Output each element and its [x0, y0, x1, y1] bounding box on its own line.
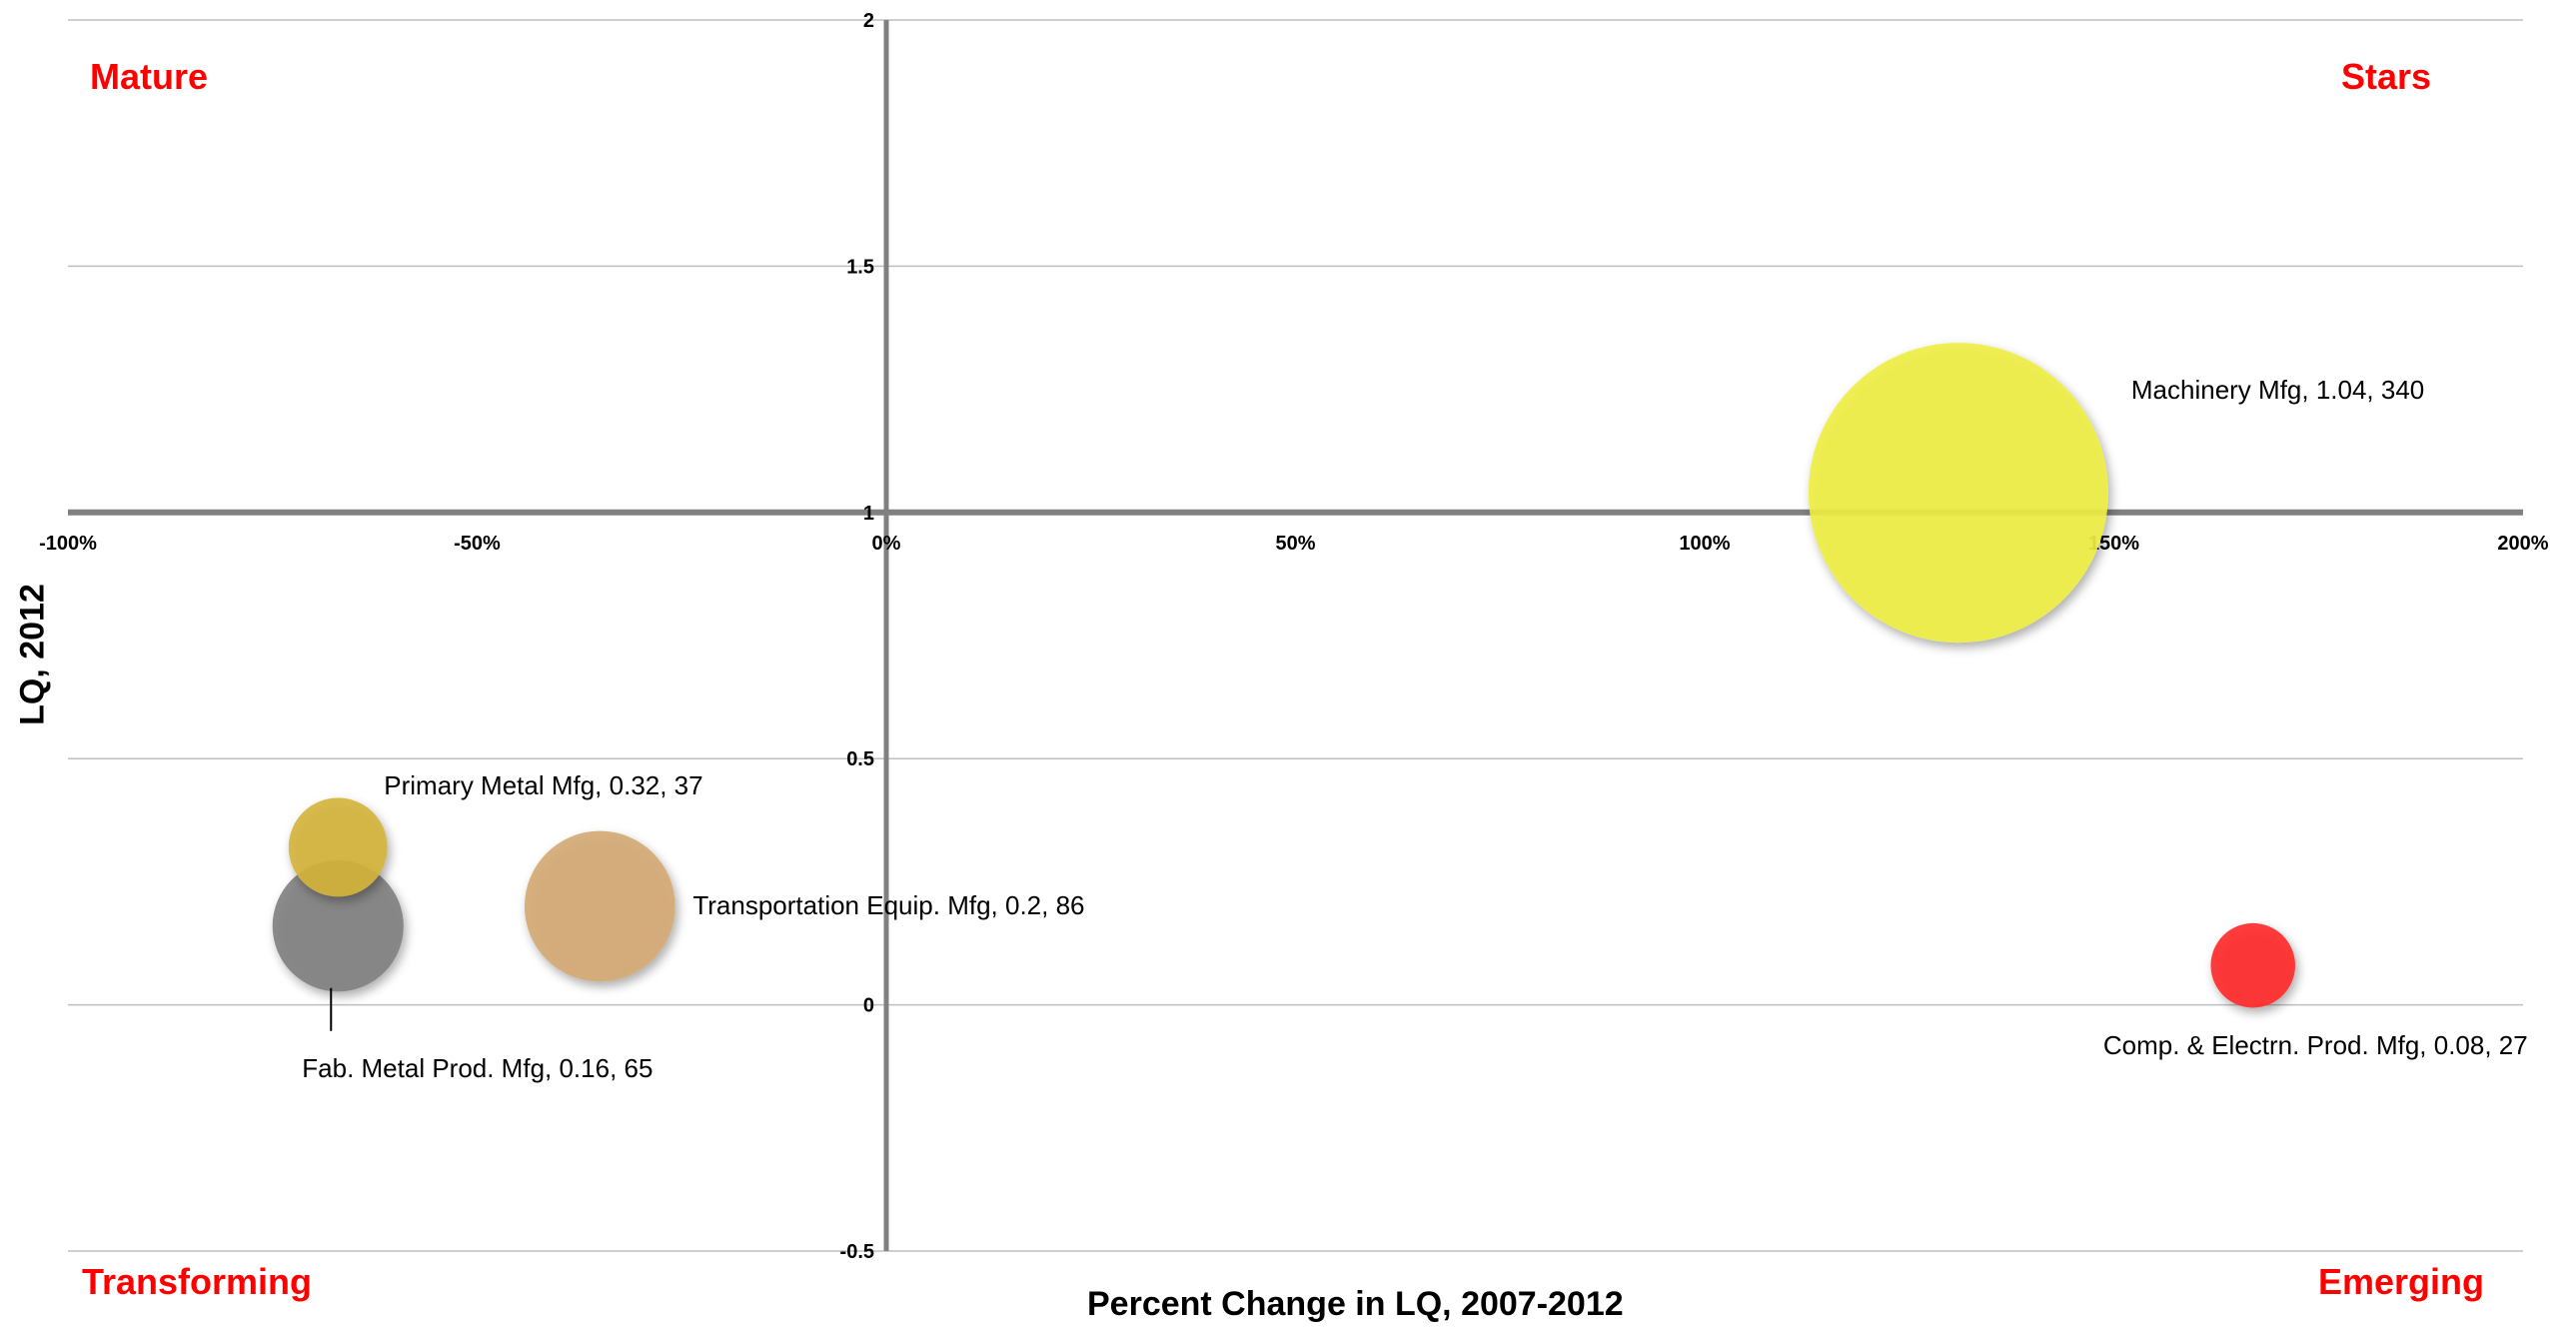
x-axis-title: Percent Change in LQ, 2007-2012 — [1087, 1285, 1624, 1323]
bubble-comp-electrn-prod-mfg — [2210, 922, 2296, 1008]
x-tick-label: 100% — [1679, 533, 1730, 555]
x-tick-label: 200% — [2497, 533, 2548, 555]
y-tick-label: -0.5 — [840, 1241, 874, 1263]
data-label: Machinery Mfg, 1.04, 340 — [2131, 375, 2424, 405]
bubble-fab-metal-prod-mfg — [272, 860, 404, 992]
quadrant-label-mature: Mature — [90, 56, 209, 97]
y-tick-label: 1 — [863, 503, 874, 525]
x-tick-label: 50% — [1275, 533, 1315, 555]
y-tick-label: 2 — [863, 10, 874, 32]
quadrant-label-stars: Stars — [2340, 56, 2431, 97]
x-tick-label: -50% — [454, 533, 501, 555]
bubble-machinery-mfg — [1808, 343, 2108, 644]
quadrant-label-emerging: Emerging — [2317, 1261, 2484, 1302]
y-tick-label: 0.5 — [846, 748, 874, 770]
y-tick-label: 0 — [863, 995, 874, 1017]
y-tick-label: 1.5 — [846, 256, 874, 278]
data-label: Comp. & Electrn. Prod. Mfg, 0.08, 27 — [2103, 1030, 2528, 1060]
data-label: Primary Metal Mfg, 0.32, 37 — [384, 770, 702, 800]
data-label: Fab. Metal Prod. Mfg, 0.16, 65 — [302, 1053, 652, 1083]
bubble-primary-metal-mfg — [288, 797, 388, 897]
bubble-transportation-equip-mfg — [524, 830, 675, 982]
quadrant-label-transforming: Transforming — [82, 1261, 313, 1302]
y-axis-title: LQ, 2012 — [13, 584, 52, 725]
data-label: Transportation Equip. Mfg, 0.2, 86 — [692, 890, 1084, 920]
x-tick-label: -100% — [39, 533, 97, 555]
x-tick-label: 0% — [872, 533, 901, 555]
